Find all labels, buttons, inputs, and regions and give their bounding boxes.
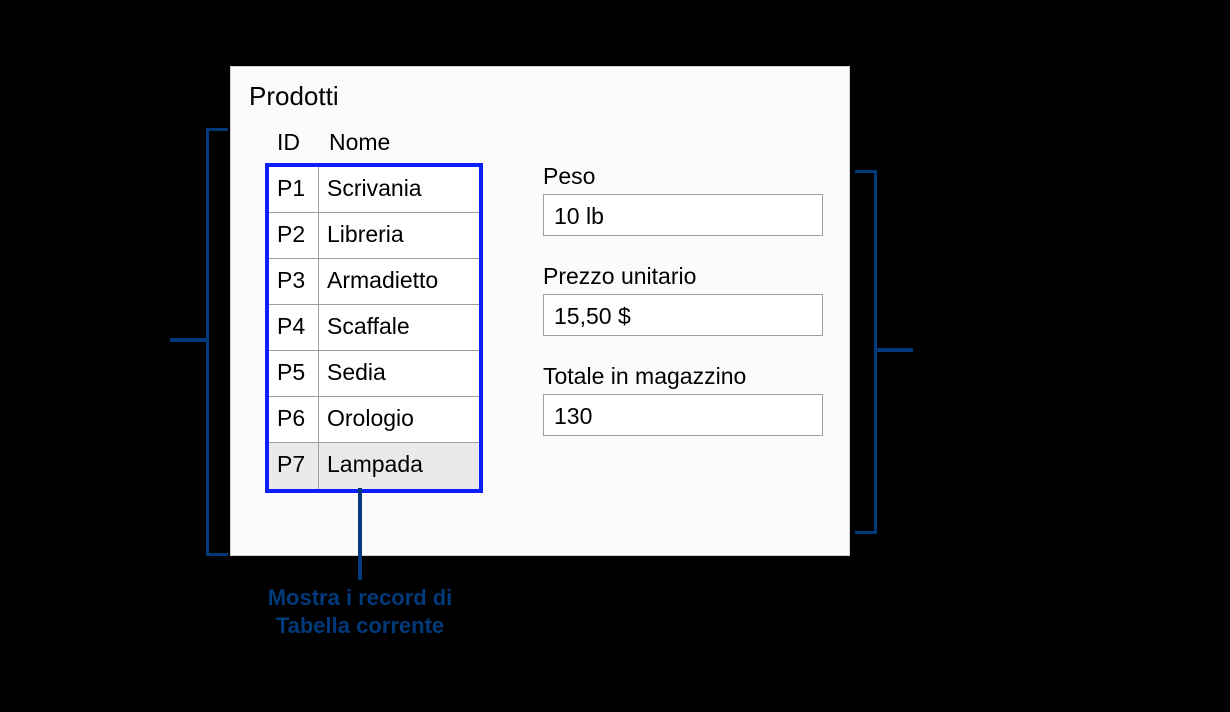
- portal-cell-id: P7: [269, 443, 319, 489]
- portal-cell-id: P5: [269, 351, 319, 397]
- portal-row[interactable]: P7 Lampada: [269, 443, 479, 489]
- callout-line-2: Tabella corrente: [276, 613, 444, 638]
- callout-line-1: Mostra i record di: [268, 585, 453, 610]
- right-body-bracket: [855, 170, 877, 534]
- field-weight: Peso 10 lb: [543, 163, 823, 236]
- portal-cell-name: Libreria: [319, 213, 479, 259]
- portal-row[interactable]: P4 Scaffale: [269, 305, 479, 351]
- portal-cell-id: P2: [269, 213, 319, 259]
- portal-cell-name: Orologio: [319, 397, 479, 443]
- field-value[interactable]: 15,50 $: [543, 294, 823, 336]
- left-bracket-handle: [170, 338, 206, 342]
- left-body-bracket: [206, 128, 228, 556]
- portal-cell-id: P3: [269, 259, 319, 305]
- portal-cell-name: Sedia: [319, 351, 479, 397]
- right-bracket-handle: [877, 348, 913, 352]
- callout-text: Mostra i record di Tabella corrente: [230, 584, 490, 639]
- field-value[interactable]: 10 lb: [543, 194, 823, 236]
- portal-cell-name: Scaffale: [319, 305, 479, 351]
- portal-cell-id: P1: [269, 167, 319, 213]
- products-panel: Prodotti ID Nome P1 Scrivania P2 Libreri…: [230, 66, 850, 556]
- field-total-stock: Totale in magazzino 130: [543, 363, 823, 436]
- portal-header: ID Nome: [271, 129, 390, 156]
- portal[interactable]: P1 Scrivania P2 Libreria P3 Armadietto P…: [265, 163, 483, 493]
- field-unit-price: Prezzo unitario 15,50 $: [543, 263, 823, 336]
- portal-cell-id: P4: [269, 305, 319, 351]
- field-label: Totale in magazzino: [543, 363, 823, 390]
- panel-body: ID Nome P1 Scrivania P2 Libreria P3 Arma…: [247, 129, 833, 541]
- portal-row[interactable]: P3 Armadietto: [269, 259, 479, 305]
- field-value[interactable]: 130: [543, 394, 823, 436]
- portal-row[interactable]: P6 Orologio: [269, 397, 479, 443]
- field-label: Peso: [543, 163, 823, 190]
- field-label: Prezzo unitario: [543, 263, 823, 290]
- portal-row[interactable]: P5 Sedia: [269, 351, 479, 397]
- portal-col-id: ID: [271, 129, 321, 156]
- portal-row[interactable]: P1 Scrivania: [269, 167, 479, 213]
- portal-cell-name: Armadietto: [319, 259, 479, 305]
- callout-line: [358, 488, 362, 580]
- portal-cell-id: P6: [269, 397, 319, 443]
- portal-row[interactable]: P2 Libreria: [269, 213, 479, 259]
- portal-cell-name: Scrivania: [319, 167, 479, 213]
- panel-title: Prodotti: [231, 67, 849, 122]
- portal-cell-name: Lampada: [319, 443, 479, 489]
- portal-col-name: Nome: [321, 129, 390, 156]
